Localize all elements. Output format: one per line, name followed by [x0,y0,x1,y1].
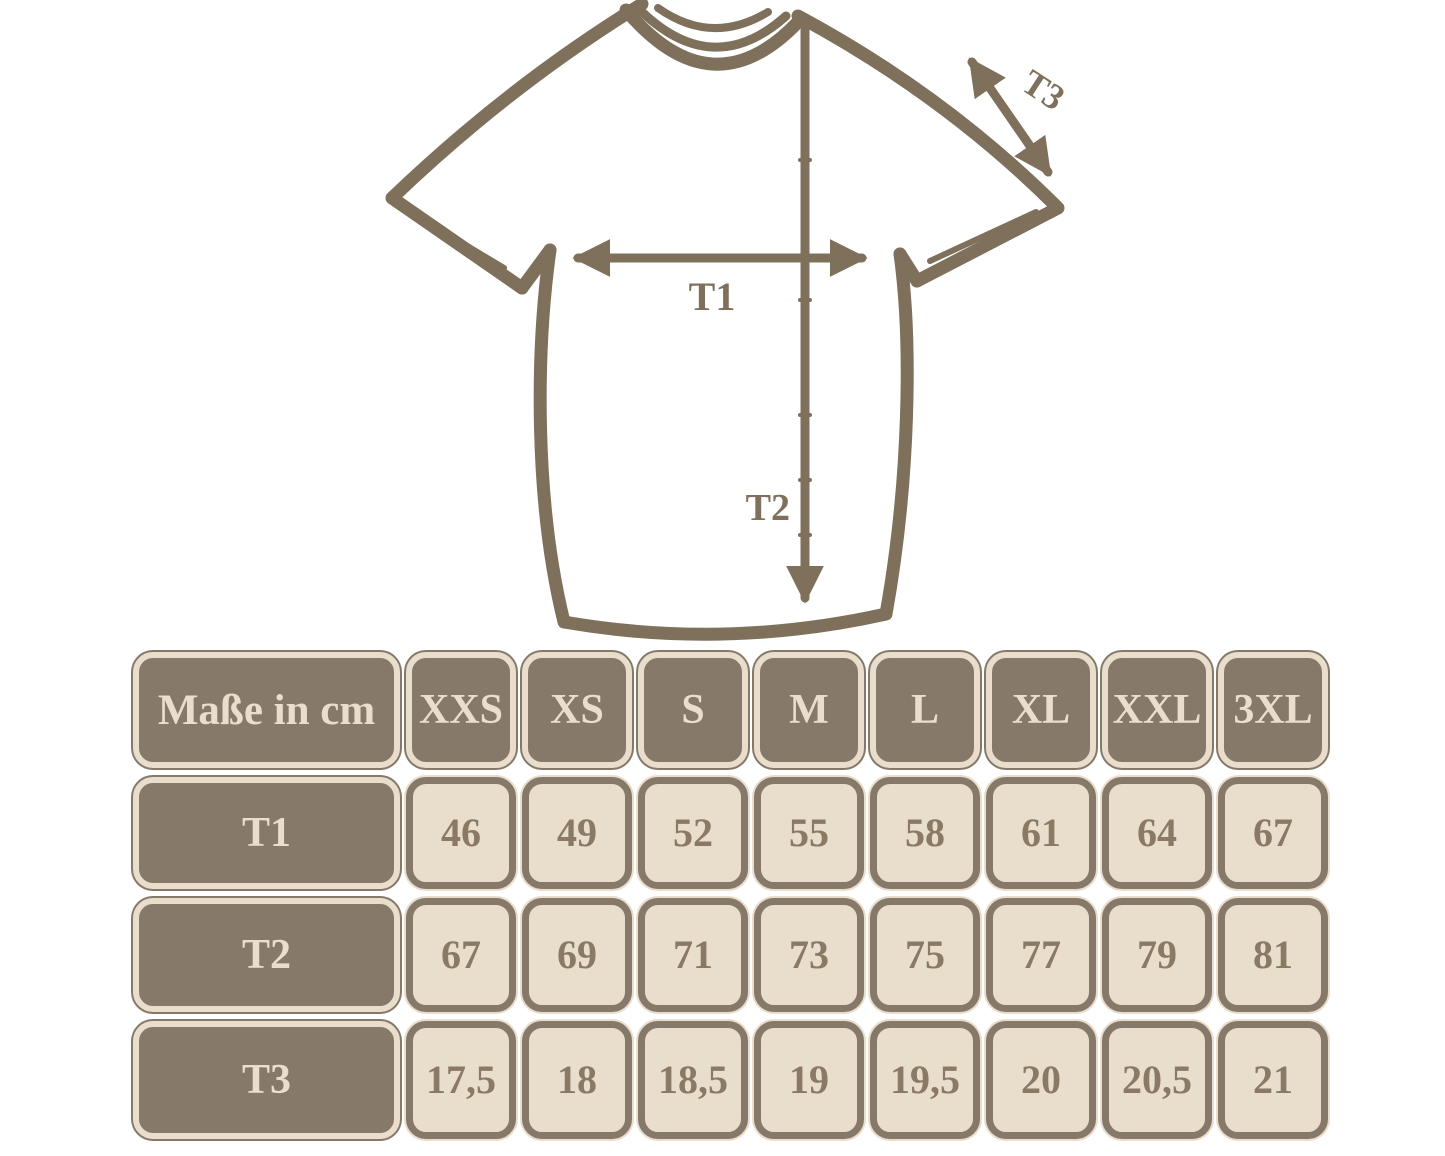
tshirt-drawing: T1 T2 T3 [385,0,1072,641]
table-header-size-l: L [870,652,980,768]
tshirt-body-outline [533,243,914,641]
table-header-size-xs: XS [522,652,632,768]
t1-arrow-label: T1 [689,274,736,319]
t2-value-xxs: 67 [406,898,516,1012]
table-header-size-m: M [754,652,864,768]
row-label-t3: T3 [133,1021,400,1139]
t1-value-3xl: 67 [1218,777,1328,889]
t1-value-xxs: 46 [406,777,516,889]
table-header-size-xxs: XXS [406,652,516,768]
t3-value-xl: 20 [986,1021,1096,1139]
t3-arrow-label: T3 [1015,62,1072,118]
table-header-size-3xl: 3XL [1218,652,1328,768]
tshirt-left-cuff-seam [411,211,507,271]
t3-value-m: 19 [754,1021,864,1139]
t3-value-s: 18,5 [638,1021,748,1139]
table-header-size-s: S [638,652,748,768]
tshirt-left-sleeve-outline [385,0,649,295]
tshirt-collar-mid-arc [633,3,791,52]
table-header-units: Maße in cm [133,652,400,768]
t2-value-s: 71 [638,898,748,1012]
t2-arrow-ticks [798,158,812,537]
t3-value-3xl: 21 [1218,1021,1328,1139]
tshirt-back-neck-arc [654,4,772,32]
t3-value-xxl: 20,5 [1102,1021,1212,1139]
tshirt-collar-outer-arc [619,3,805,71]
t2-value-xs: 69 [522,898,632,1012]
t3-value-l: 19,5 [870,1021,980,1139]
t3-value-xxs: 17,5 [406,1021,516,1139]
t1-value-m: 55 [754,777,864,889]
t1-value-xl: 61 [986,777,1096,889]
t3-measure-arrow [967,57,1053,177]
t1-value-l: 58 [870,777,980,889]
size-table: Maße in cm XXS XS S M L XL XXL 3XL T1 46… [133,652,1328,1139]
tshirt-right-cuff-seam [927,209,1039,264]
t1-value-s: 52 [638,777,748,889]
row-label-t1: T1 [133,777,400,889]
tshirt-right-sleeve-outline [791,9,1065,288]
t1-value-xs: 49 [522,777,632,889]
t2-value-l: 75 [870,898,980,1012]
table-header-size-xl: XL [986,652,1096,768]
t2-value-xl: 77 [986,898,1096,1012]
t2-value-xxl: 79 [1102,898,1212,1012]
t1-value-xxl: 64 [1102,777,1212,889]
tshirt-diagram: T1 T2 T3 [380,0,1080,645]
t2-value-3xl: 81 [1218,898,1328,1012]
row-label-t2: T2 [133,898,400,1012]
t2-value-m: 73 [754,898,864,1012]
t2-arrow-label: T2 [746,487,790,529]
table-header-size-xxl: XXL [1102,652,1212,768]
t3-value-xs: 18 [522,1021,632,1139]
